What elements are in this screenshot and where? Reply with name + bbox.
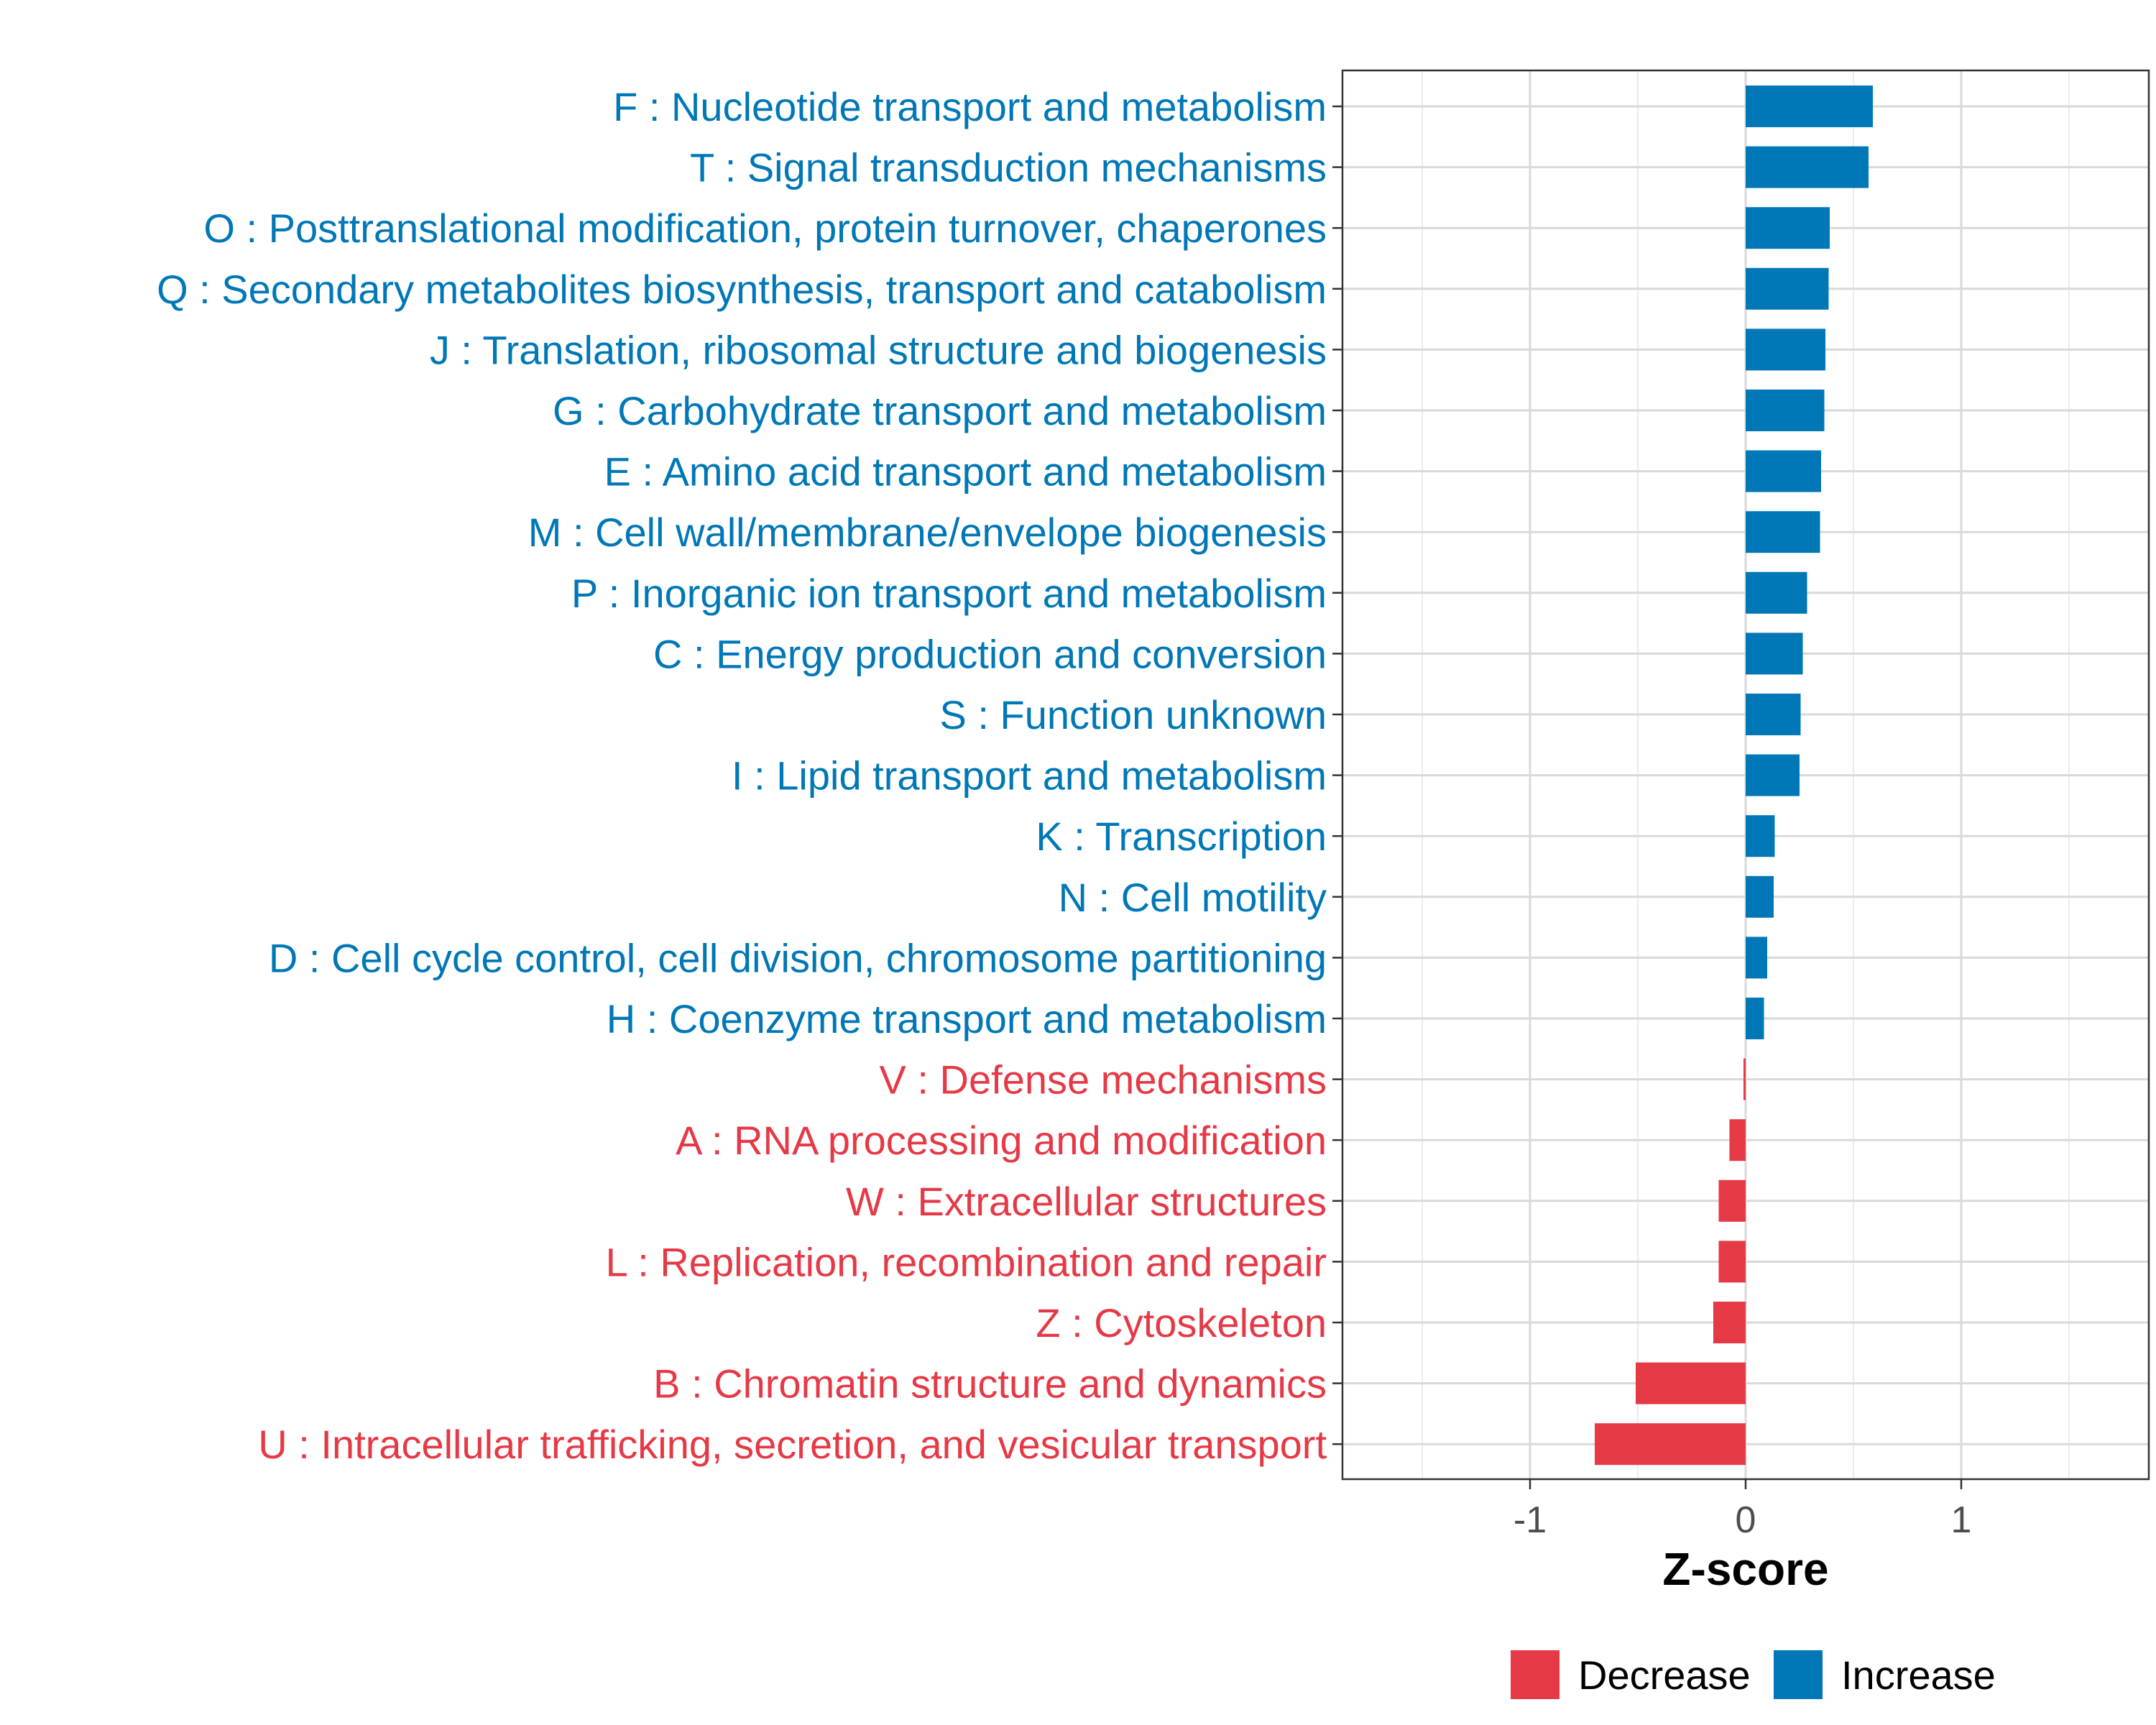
x-axis-title: Z-score	[1662, 1543, 1828, 1595]
bar	[1746, 511, 1820, 553]
category-label: L : Replication, recombination and repai…	[606, 1239, 1327, 1284]
legend-label: Increase	[1841, 1652, 1996, 1698]
bar	[1746, 694, 1801, 735]
category-label: N : Cell motility	[1059, 875, 1327, 920]
bar	[1713, 1302, 1746, 1343]
bar	[1743, 1058, 1746, 1100]
legend: Decrease Increase	[1511, 1650, 1996, 1699]
bar	[1746, 207, 1830, 249]
bar	[1718, 1179, 1746, 1222]
category-label: U : Intracellular trafficking, secretion…	[258, 1422, 1327, 1467]
bar	[1746, 267, 1829, 310]
category-label: J : Translation, ribosomal structure and…	[430, 327, 1327, 372]
legend-swatch	[1511, 1650, 1560, 1699]
bar	[1729, 1119, 1746, 1162]
category-label: H : Coenzyme transport and metabolism	[607, 996, 1327, 1041]
category-label: W : Extracellular structures	[846, 1179, 1327, 1224]
bar	[1746, 632, 1803, 675]
bar	[1746, 875, 1774, 918]
bar	[1746, 146, 1869, 188]
category-axis: F : Nucleotide transport and metabolism T…	[157, 84, 1342, 1467]
bar	[1746, 390, 1825, 431]
category-label: M : Cell wall/membrane/envelope biogenes…	[528, 510, 1327, 555]
bar	[1595, 1423, 1746, 1466]
category-label: C : Energy production and conversion	[653, 631, 1327, 676]
bars	[1595, 86, 1873, 1466]
category-label: E : Amino acid transport and metabolism	[604, 449, 1327, 494]
legend-swatch	[1774, 1650, 1823, 1699]
bar	[1746, 815, 1775, 857]
bar	[1746, 450, 1821, 492]
x-tick-label: 1	[1951, 1499, 1972, 1541]
x-tick-label: 0	[1736, 1499, 1756, 1541]
x-axis: -1 0 1	[1514, 1479, 1972, 1541]
category-label: B : Chromatin structure and dynamics	[653, 1361, 1327, 1407]
category-label: Q : Secondary metabolites biosynthesis, …	[157, 267, 1327, 312]
category-label: A : RNA processing and modification	[676, 1118, 1327, 1163]
category-label: F : Nucleotide transport and metabolism	[613, 84, 1327, 129]
bar	[1746, 328, 1825, 371]
bar	[1718, 1241, 1746, 1283]
category-label: O : Posttranslational modification, prot…	[203, 206, 1327, 251]
bar	[1746, 937, 1767, 979]
x-tick-label: -1	[1514, 1499, 1547, 1541]
category-label: V : Defense mechanisms	[880, 1057, 1327, 1103]
category-label: G : Carbohydrate transport and metabolis…	[553, 388, 1327, 433]
category-label: P : Inorganic ion transport and metaboli…	[571, 571, 1327, 616]
bar	[1746, 86, 1873, 127]
category-label: T : Signal transduction mechanisms	[690, 145, 1327, 190]
category-label: D : Cell cycle control, cell division, c…	[269, 935, 1327, 980]
category-label: Z : Cytoskeleton	[1036, 1300, 1327, 1346]
bar	[1636, 1362, 1746, 1404]
bar	[1746, 998, 1764, 1039]
category-label: I : Lipid transport and metabolism	[732, 753, 1327, 799]
bar	[1746, 571, 1807, 614]
bar	[1746, 754, 1800, 796]
category-label: S : Function unknown	[939, 692, 1327, 737]
legend-label: Decrease	[1578, 1652, 1751, 1698]
category-label: K : Transcription	[1036, 814, 1327, 859]
